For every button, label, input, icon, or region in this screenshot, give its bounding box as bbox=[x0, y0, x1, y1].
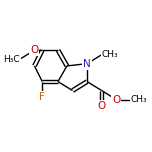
Text: N: N bbox=[83, 59, 91, 69]
Text: CH₃: CH₃ bbox=[131, 95, 147, 104]
Text: O: O bbox=[98, 101, 106, 111]
Text: O: O bbox=[30, 45, 39, 55]
Text: CH₃: CH₃ bbox=[102, 50, 118, 59]
Text: F: F bbox=[39, 92, 45, 102]
Text: O: O bbox=[112, 95, 120, 105]
Text: H₃C: H₃C bbox=[3, 55, 20, 64]
